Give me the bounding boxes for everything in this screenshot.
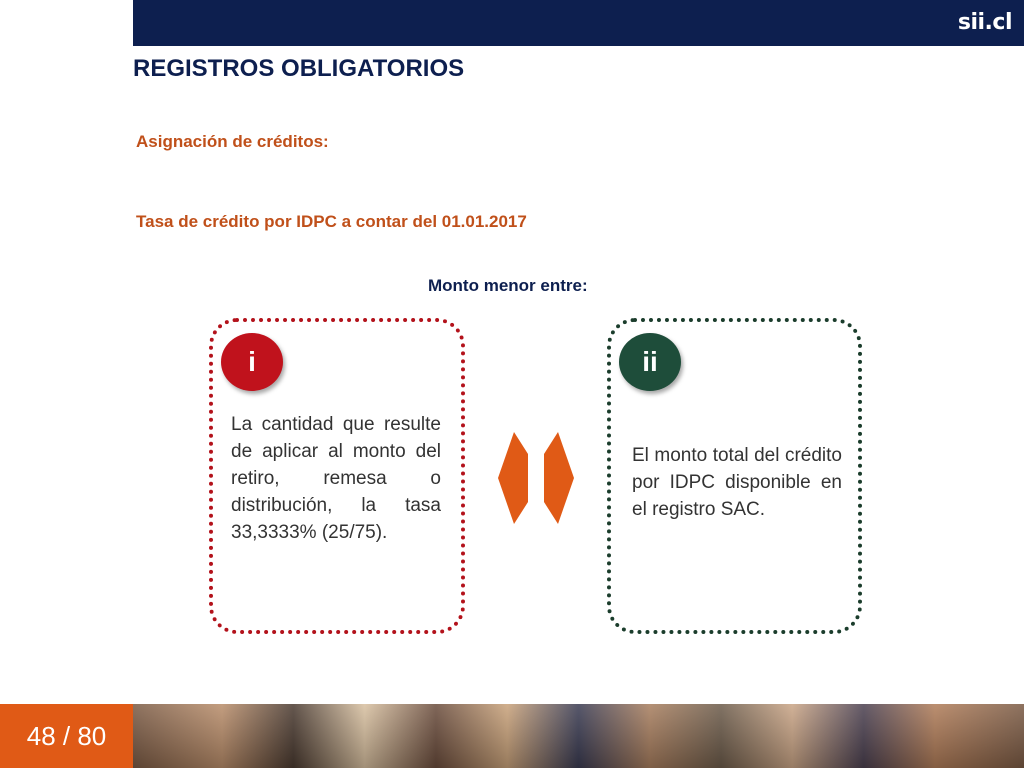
comparison-arrows-icon: [498, 432, 574, 524]
sii-logo: sii.cl: [957, 10, 1013, 35]
option-i-badge: i: [221, 333, 283, 391]
right-arrow-icon: [544, 432, 574, 524]
slide-title: REGISTROS OBLIGATORIOS: [133, 55, 465, 82]
subtitle-asignacion: Asignación de créditos:: [136, 132, 329, 151]
option-i-box: [209, 318, 465, 634]
monto-menor-label: Monto menor entre:: [428, 276, 588, 295]
left-arrow-icon: [498, 432, 528, 524]
header-bar: sii.cl: [133, 0, 1024, 46]
option-ii-box: [607, 318, 862, 634]
option-ii-badge: ii: [619, 333, 681, 391]
page-indicator: 48 / 80: [0, 704, 133, 768]
subtitle-tasa: Tasa de crédito por IDPC a contar del 01…: [136, 212, 527, 231]
footer-crowd-image: [133, 704, 1024, 768]
option-ii-text: El monto total del crédito por IDPC disp…: [632, 445, 842, 520]
option-i-text: La cantidad que resulte de aplicar al mo…: [231, 414, 441, 543]
